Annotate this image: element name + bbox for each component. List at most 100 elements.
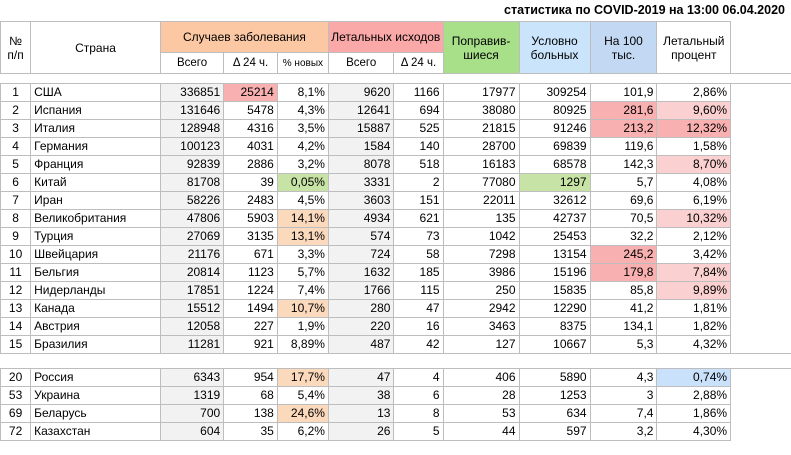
row-number: 69: [0, 404, 32, 423]
cases-total: 20814: [159, 263, 225, 282]
deaths-delta: 2: [393, 173, 444, 192]
country-name: Бразилия: [30, 335, 161, 354]
deaths-delta: 58: [393, 245, 444, 264]
cases-delta: 138: [223, 404, 278, 423]
row-number: 5: [0, 155, 32, 174]
cases-pct-new: 4,2%: [276, 137, 329, 156]
lethal-pct: 1,81%: [656, 299, 732, 318]
table-row: 8 Великобритания 47806 5903 14,1% 4934 621 135 4…: [0, 209, 791, 228]
table-row: 5 Франция 92839 2886 3,2% 8078 518 16183 68578 14…: [0, 155, 791, 174]
deaths-total: 26: [327, 422, 395, 441]
sick: 309254: [518, 83, 591, 102]
sick: 10667: [518, 335, 591, 354]
table-row: 14 Австрия 12058 227 1,9% 220 16 3463 8375 134,1 1…: [0, 317, 791, 336]
header-cases-delta: Δ 24 ч.: [223, 52, 278, 74]
lethal-pct: 4,08%: [656, 173, 732, 192]
deaths-total: 47: [327, 368, 395, 387]
lethal-pct: 6,19%: [656, 191, 732, 210]
cases-total: 81708: [159, 173, 225, 192]
cases-total: 58226: [159, 191, 225, 210]
per100k: 119,6: [589, 137, 658, 156]
lethal-pct: 3,42%: [656, 245, 732, 264]
deaths-delta: 151: [393, 191, 444, 210]
table-row: 7 Иран 58226 2483 4,5% 3603 151 22011 32612 69,6 6…: [0, 191, 791, 210]
lethal-pct: 1,58%: [656, 137, 732, 156]
per100k: 101,9: [589, 83, 658, 102]
row-number: 53: [0, 386, 32, 405]
country-name: Россия: [30, 368, 161, 387]
deaths-delta: 140: [393, 137, 444, 156]
deaths-delta: 694: [393, 101, 444, 120]
recovered: 2942: [442, 299, 520, 318]
lethal-pct: 4,32%: [656, 335, 732, 354]
sick: 42737: [518, 209, 591, 228]
cases-total: 17851: [159, 281, 225, 300]
lethal-pct: 1,82%: [656, 317, 732, 336]
deaths-delta: 42: [393, 335, 444, 354]
deaths-delta: 1166: [393, 83, 444, 102]
header-cases-pct-new: % новых: [276, 52, 329, 74]
sick: 69839: [518, 137, 591, 156]
header-cases-total: Всего: [159, 52, 225, 74]
row-number: 12: [0, 281, 32, 300]
table-row: 11 Бельгия 20814 1123 5,7% 1632 185 3986 15196 17…: [0, 263, 791, 282]
per100k: 41,2: [589, 299, 658, 318]
recovered: 21815: [442, 119, 520, 138]
cases-total: 336851: [159, 83, 225, 102]
deaths-total: 487: [327, 335, 395, 354]
header-num: № п/п: [0, 21, 32, 74]
deaths-total: 3603: [327, 191, 395, 210]
recovered: 406: [442, 368, 520, 387]
lethal-pct: 2,86%: [656, 83, 732, 102]
deaths-delta: 621: [393, 209, 444, 228]
cases-delta: 5478: [223, 101, 278, 120]
per100k: 142,3: [589, 155, 658, 174]
sick: 5890: [518, 368, 591, 387]
cases-delta: 39: [223, 173, 278, 192]
cases-pct-new: 13,1%: [276, 227, 329, 246]
country-name: США: [30, 83, 161, 102]
country-name: Австрия: [30, 317, 161, 336]
cases-delta: 954: [223, 368, 278, 387]
cases-total: 27069: [159, 227, 225, 246]
cases-pct-new: 4,3%: [276, 101, 329, 120]
deaths-delta: 525: [393, 119, 444, 138]
cases-total: 6343: [159, 368, 225, 387]
header-lethal-pct: Летальный процент: [656, 21, 732, 74]
row-number: 15: [0, 335, 32, 354]
recovered: 28700: [442, 137, 520, 156]
sick: 1253: [518, 386, 591, 405]
country-name: Китай: [30, 173, 161, 192]
cases-total: 15512: [159, 299, 225, 318]
deaths-delta: 115: [393, 281, 444, 300]
deaths-delta: 185: [393, 263, 444, 282]
deaths-total: 15887: [327, 119, 395, 138]
cases-pct-new: 7,4%: [276, 281, 329, 300]
deaths-total: 724: [327, 245, 395, 264]
country-name: Нидерланды: [30, 281, 161, 300]
sick: 15196: [518, 263, 591, 282]
covid-stats-table: № п/п Страна Случаев заболевания Летальн…: [0, 21, 791, 441]
sick: 68578: [518, 155, 591, 174]
country-name: Беларусь: [30, 404, 161, 423]
lethal-pct: 0,74%: [656, 368, 732, 387]
recovered: 16183: [442, 155, 520, 174]
header-deaths-total: Всего: [327, 52, 395, 74]
country-name: Бельгия: [30, 263, 161, 282]
recovered: 250: [442, 281, 520, 300]
deaths-total: 1632: [327, 263, 395, 282]
row-number: 1: [0, 83, 32, 102]
cases-delta: 2483: [223, 191, 278, 210]
recovered: 3463: [442, 317, 520, 336]
deaths-delta: 8: [393, 404, 444, 423]
cases-pct-new: 10,7%: [276, 299, 329, 318]
country-name: Иран: [30, 191, 161, 210]
per100k: 213,2: [589, 119, 658, 138]
deaths-delta: 6: [393, 386, 444, 405]
cases-total: 100123: [159, 137, 225, 156]
header-deaths: Летальных исходов: [327, 21, 444, 53]
page-title: статистика по COVID-2019 на 13:00 06.04.…: [504, 3, 785, 17]
cases-total: 21176: [159, 245, 225, 264]
row-number: 4: [0, 137, 32, 156]
cases-delta: 35: [223, 422, 278, 441]
